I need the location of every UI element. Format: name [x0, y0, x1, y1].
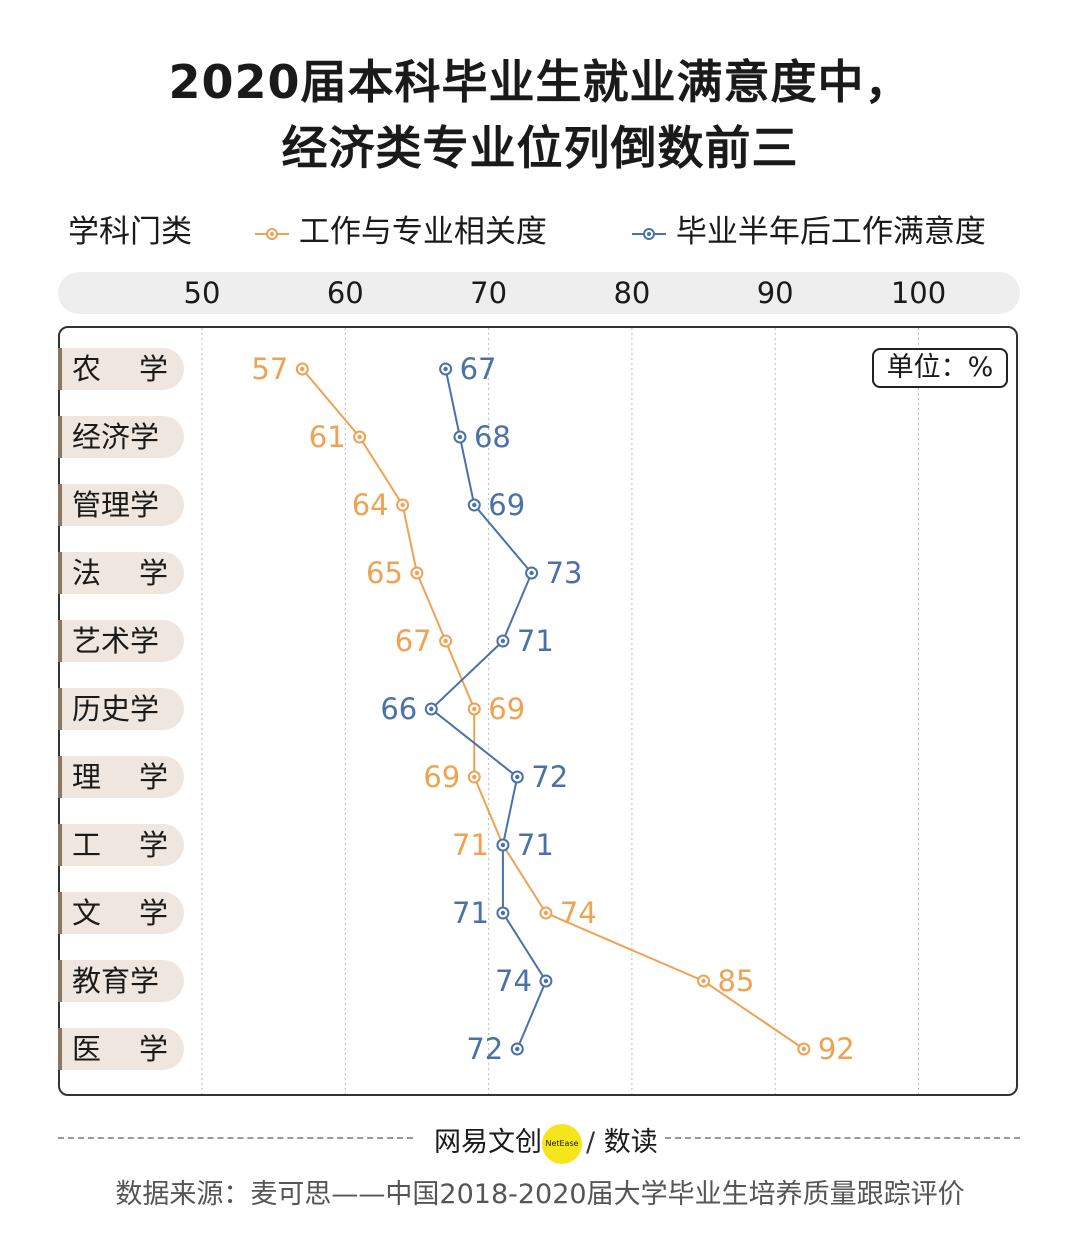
brand-divider-left — [58, 1137, 413, 1139]
data-label-series1: 61 — [309, 420, 346, 454]
data-label-series1: 71 — [452, 828, 489, 862]
data-point-center — [443, 366, 448, 372]
data-label-series2: 73 — [546, 556, 583, 590]
chart-title-line1: 2020届本科毕业生就业满意度中， — [168, 55, 912, 109]
data-point-center — [515, 774, 520, 780]
data-point-center — [443, 638, 448, 644]
data-point-center — [515, 1046, 520, 1052]
category-label: 文学 — [58, 892, 184, 934]
brand-logo: 网易文创 NetEase / 数读 — [434, 1120, 658, 1164]
data-point-center — [701, 978, 706, 984]
category-label: 经济学 — [58, 416, 184, 458]
data-point-center — [543, 910, 549, 916]
data-label-series1: 69 — [488, 692, 525, 726]
data-point-center — [472, 706, 477, 712]
legend-series1-label: 工作与专业相关度 — [298, 214, 547, 250]
data-point-center — [400, 502, 405, 508]
data-label-series2: 69 — [488, 488, 525, 522]
data-point-center — [500, 842, 506, 848]
legend-series1: 工作与专业相关度 — [255, 206, 547, 251]
chart-title-line2: 经济类专业位列倒数前三 — [281, 121, 799, 175]
unit-label: 单位：% — [872, 348, 1008, 388]
data-label-series1: 57 — [251, 352, 288, 386]
data-label-series1: 65 — [366, 556, 403, 590]
data-point-center — [529, 570, 534, 576]
data-label-series2: 71 — [517, 828, 554, 862]
data-point-center — [801, 1046, 807, 1052]
data-point-center — [414, 570, 420, 576]
data-label-series2: 71 — [517, 624, 554, 658]
x-tick-label: 70 — [470, 276, 508, 310]
x-tick-label: 90 — [756, 276, 794, 310]
x-axis-bar — [58, 272, 1020, 314]
category-label: 农学 — [58, 348, 184, 390]
brand-divider-right — [665, 1137, 1020, 1139]
legend-series2-marker-icon — [632, 227, 666, 240]
brand-badge: NetEase — [542, 1123, 582, 1164]
data-label-series2: 68 — [474, 420, 511, 454]
category-label: 艺术学 — [58, 620, 184, 662]
category-label: 法学 — [58, 552, 184, 594]
data-point-center — [457, 434, 463, 440]
data-point-center — [357, 434, 362, 440]
data-label-series1: 85 — [718, 964, 755, 998]
data-label-series1: 67 — [395, 624, 432, 658]
data-point-center — [543, 978, 549, 984]
legend-series2: 毕业半年后工作满意度 — [632, 206, 986, 251]
data-label-series1: 64 — [352, 488, 389, 522]
data-point-center — [472, 774, 477, 780]
data-label-series2: 66 — [380, 692, 417, 726]
data-label-series1: 69 — [423, 760, 460, 794]
data-label-series2: 72 — [531, 760, 568, 794]
x-tick-label: 60 — [326, 276, 364, 310]
data-point-center — [500, 638, 506, 644]
data-label-series2: 74 — [495, 964, 532, 998]
category-label: 理学 — [58, 756, 184, 798]
x-tick-label: 50 — [183, 276, 221, 310]
category-label: 管理学 — [58, 484, 184, 526]
data-label-series2: 67 — [460, 352, 497, 386]
data-label-series2: 72 — [466, 1032, 503, 1066]
data-label-series2: 71 — [452, 896, 489, 930]
legend-series1-marker-icon — [255, 227, 289, 240]
brand-sub: 数读 — [603, 1127, 658, 1158]
legend-category-label: 学科门类 — [68, 214, 192, 250]
data-point-center — [300, 366, 305, 372]
category-label: 历史学 — [58, 688, 184, 730]
category-label: 医学 — [58, 1028, 184, 1070]
series-line-1 — [301, 368, 805, 1050]
data-label-series1: 74 — [560, 896, 597, 930]
data-point-center — [429, 706, 434, 712]
x-tick-label: 80 — [613, 276, 651, 310]
data-label-series1: 92 — [818, 1032, 855, 1066]
brand-name: 网易文创 — [434, 1127, 542, 1158]
x-tick-label: 100 — [890, 276, 947, 310]
data-point-center — [472, 502, 477, 508]
data-source: 数据来源：麦可思——中国2018-2020届大学毕业生培养质量跟踪评价 — [115, 1179, 965, 1210]
data-point-center — [500, 910, 506, 916]
category-label: 工学 — [58, 824, 184, 866]
legend-series2-label: 毕业半年后工作满意度 — [675, 214, 986, 250]
category-label: 教育学 — [58, 960, 184, 1002]
